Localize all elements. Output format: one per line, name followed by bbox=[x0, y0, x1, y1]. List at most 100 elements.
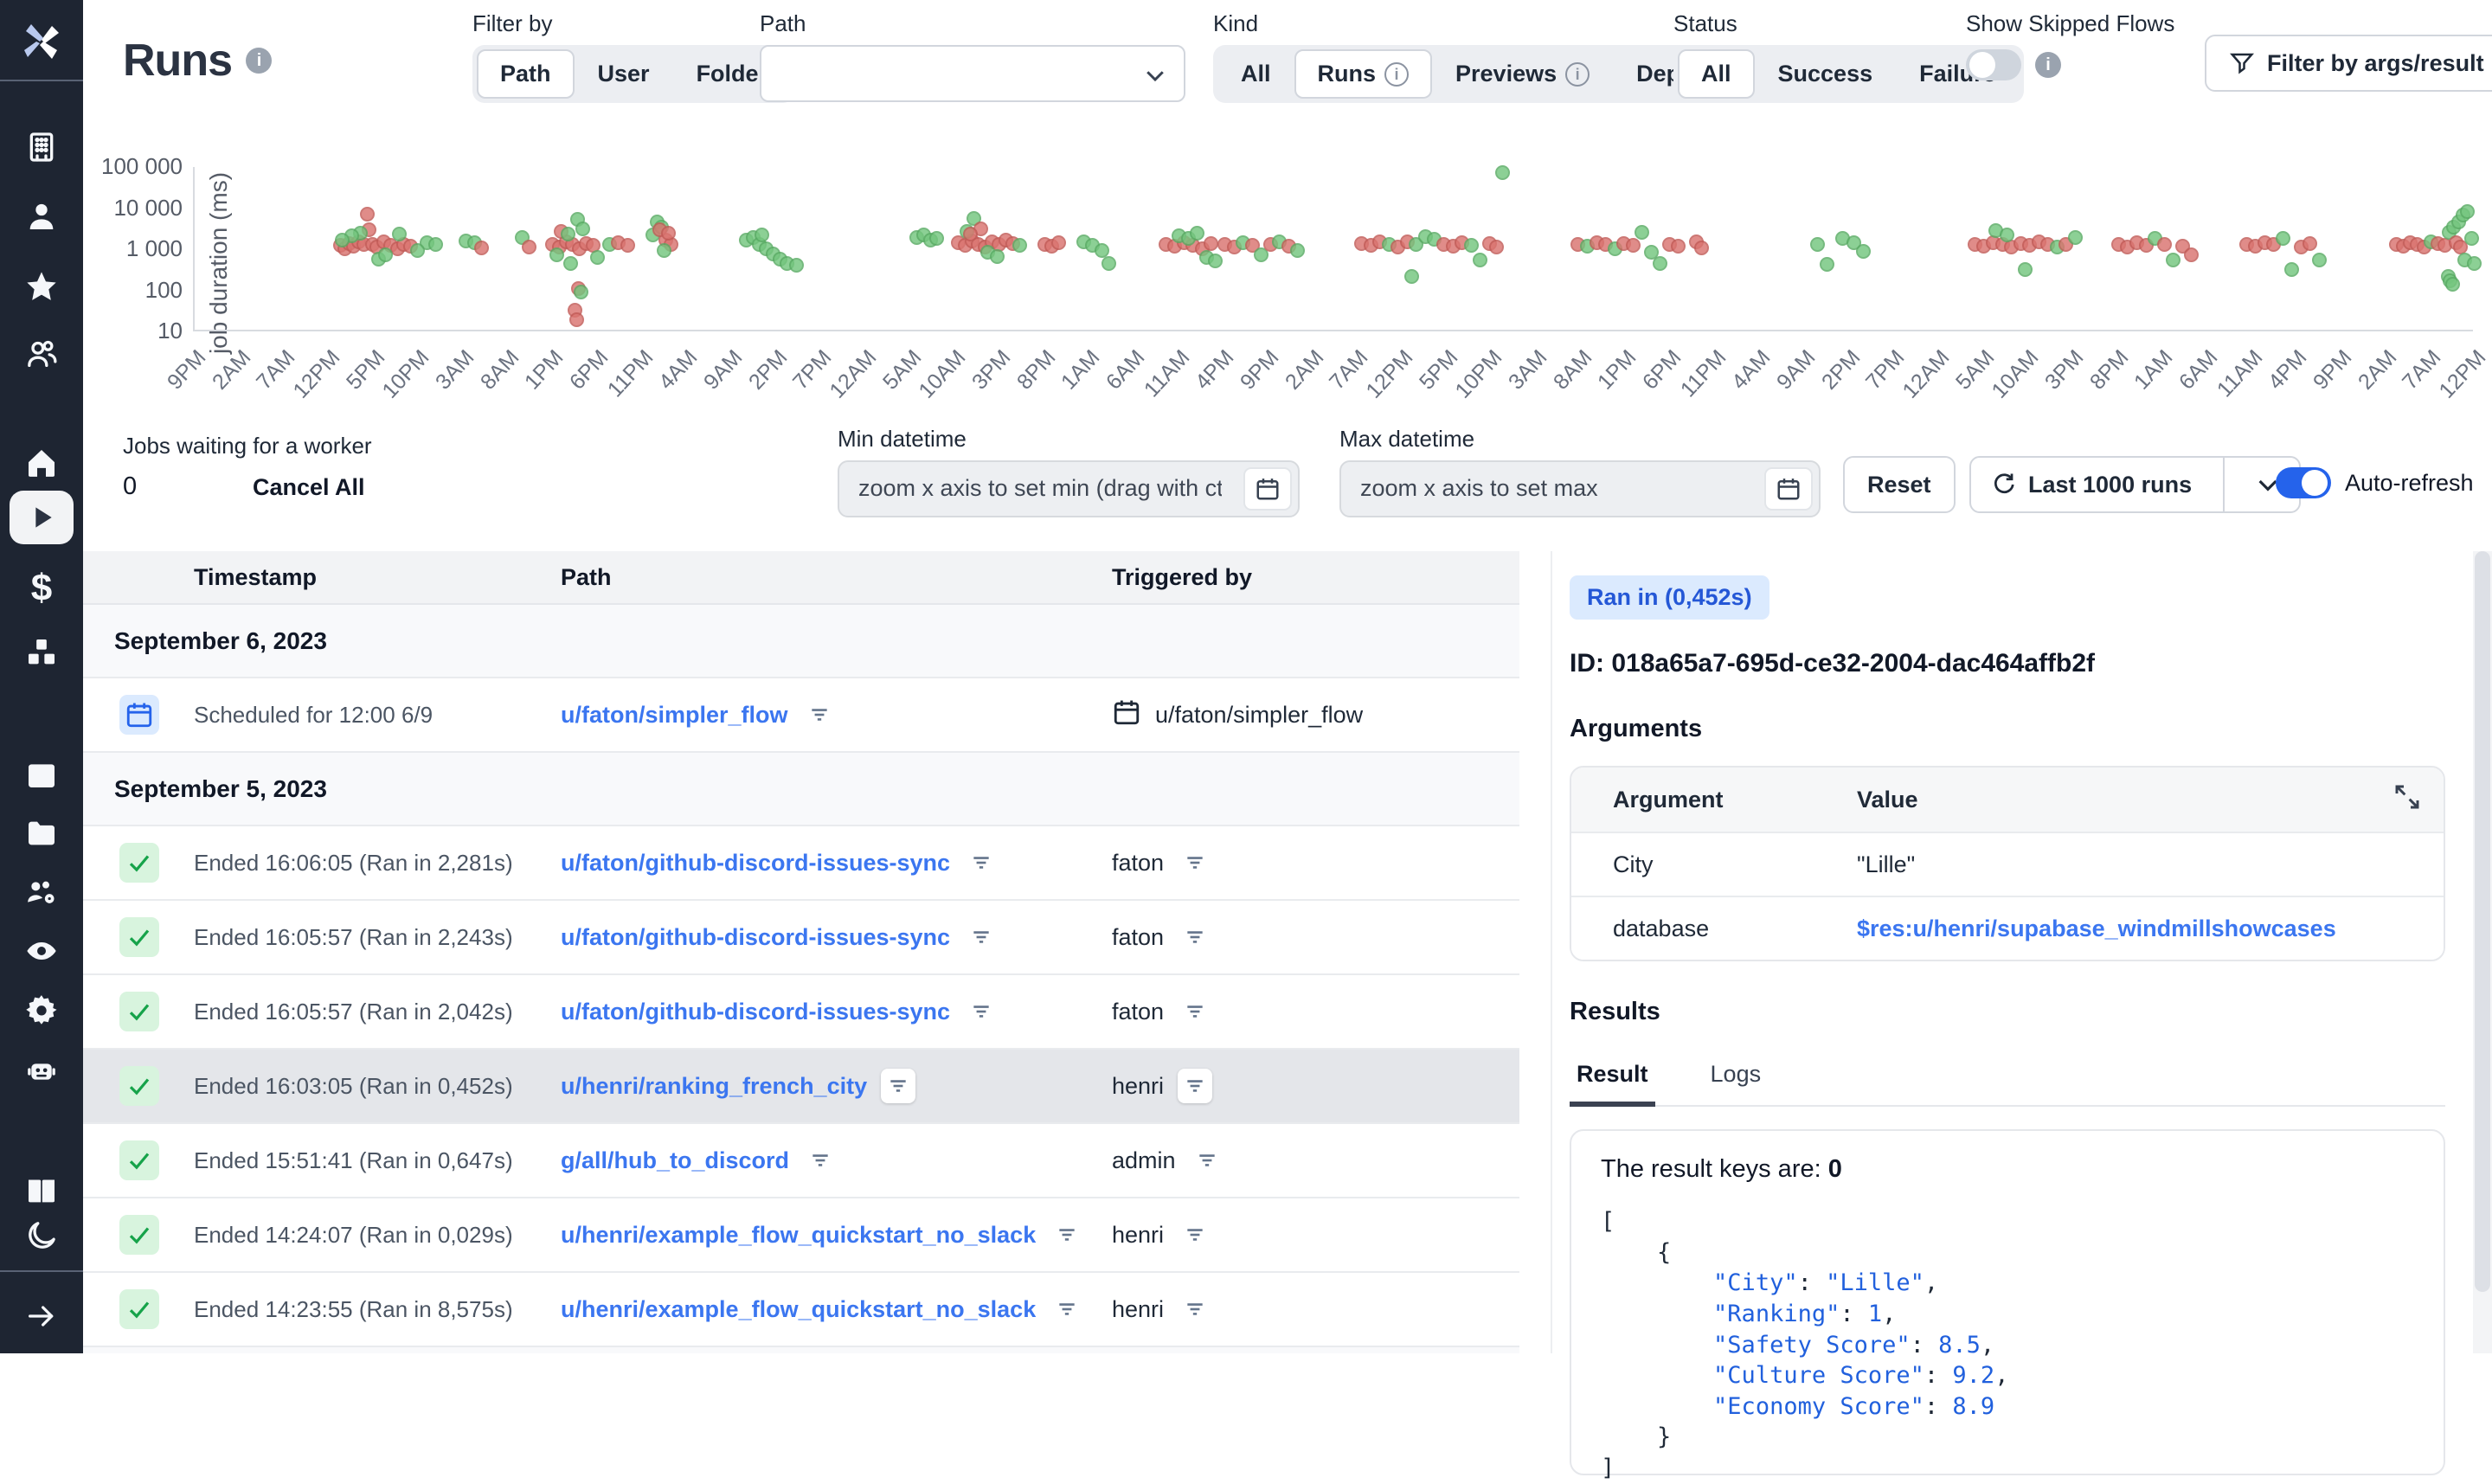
max-datetime-input[interactable]: zoom x axis to set max bbox=[1339, 460, 1821, 517]
run-path-link[interactable]: u/henri/ranking_french_city bbox=[561, 1072, 868, 1099]
run-path-link[interactable]: u/faton/github-discord-issues-sync bbox=[561, 998, 951, 1025]
run-dot-success[interactable] bbox=[1404, 269, 1420, 285]
run-dot-failure[interactable] bbox=[522, 240, 537, 255]
calendar-picker-button[interactable] bbox=[1764, 467, 1813, 511]
run-dot-failure[interactable] bbox=[963, 226, 979, 241]
run-dot-success[interactable] bbox=[2464, 230, 2480, 246]
run-dot-success[interactable] bbox=[2166, 253, 2181, 268]
run-dot-success[interactable] bbox=[1643, 245, 1659, 260]
sidebar-item-expand-sidebar[interactable] bbox=[0, 1288, 83, 1344]
sidebar-item-settings[interactable] bbox=[0, 982, 83, 1038]
run-dot-success[interactable] bbox=[1012, 238, 1027, 254]
run-path-link[interactable]: u/faton/github-discord-issues-sync bbox=[561, 849, 951, 876]
filterby-option-folder[interactable]: Folder bbox=[696, 61, 768, 87]
sidebar-item-openai[interactable] bbox=[0, 1042, 83, 1097]
run-dot-success[interactable] bbox=[1290, 243, 1306, 259]
min-datetime-input[interactable]: zoom x axis to set min (drag with ctr bbox=[838, 460, 1300, 517]
sidebar-item-dark-mode[interactable] bbox=[0, 1208, 83, 1263]
runs-count-dropdown[interactable] bbox=[2237, 458, 2299, 511]
run-dot-success[interactable] bbox=[928, 231, 944, 247]
run-dot-success[interactable] bbox=[2444, 276, 2460, 292]
filter-by-user-button[interactable] bbox=[1178, 1292, 1212, 1327]
reset-button[interactable]: Reset bbox=[1843, 456, 1956, 513]
sidebar-item-groups[interactable] bbox=[0, 326, 83, 382]
run-dot-success[interactable] bbox=[1635, 225, 1650, 241]
run-dot-failure[interactable] bbox=[1671, 239, 1686, 254]
run-dot-success[interactable] bbox=[2275, 230, 2290, 246]
run-dot-success[interactable] bbox=[1094, 242, 1109, 258]
run-dot-failure[interactable] bbox=[360, 206, 376, 222]
run-row[interactable]: Ended 16:05:57 (Ran in 2,042s) u/faton/g… bbox=[83, 975, 1519, 1050]
run-dot-success[interactable] bbox=[1819, 256, 1834, 272]
run-dot-success[interactable] bbox=[989, 248, 1005, 264]
run-dot-failure[interactable] bbox=[620, 238, 635, 254]
run-dot-success[interactable] bbox=[1208, 254, 1224, 269]
path-select[interactable] bbox=[760, 45, 1185, 102]
kind-option-runs[interactable]: Runs i bbox=[1294, 49, 1433, 99]
sidebar-item-docs[interactable] bbox=[0, 1163, 83, 1218]
run-dot-success[interactable] bbox=[335, 233, 350, 248]
show-skipped-toggle[interactable] bbox=[1966, 49, 2021, 80]
filter-by-path-button[interactable] bbox=[964, 994, 999, 1029]
run-dot-success[interactable] bbox=[1810, 237, 1826, 253]
sidebar-item-workspace[interactable] bbox=[0, 119, 83, 175]
filterby-option-path[interactable]: Path bbox=[477, 49, 575, 99]
run-row[interactable]: Ended 16:06:05 (Ran in 2,281s) u/faton/g… bbox=[83, 826, 1519, 901]
sidebar-item-variables[interactable]: $ bbox=[0, 561, 83, 616]
run-dot-success[interactable] bbox=[410, 243, 426, 259]
run-path-link[interactable]: u/henri/example_flow_quickstart_no_slack bbox=[561, 1221, 1037, 1248]
sidebar-item-favorites[interactable] bbox=[0, 259, 83, 314]
scrollbar[interactable] bbox=[2473, 551, 2492, 1353]
run-dot-success[interactable] bbox=[2460, 203, 2476, 219]
scrollbar-thumb[interactable] bbox=[2475, 551, 2490, 1292]
run-dot-success[interactable] bbox=[755, 227, 770, 242]
run-dot-success[interactable] bbox=[1653, 256, 1668, 272]
plot-area[interactable] bbox=[193, 165, 2482, 331]
run-dot-failure[interactable] bbox=[1050, 235, 1066, 251]
run-path-link[interactable]: u/henri/example_flow_quickstart_no_slack bbox=[561, 1295, 1037, 1322]
run-dot-success[interactable] bbox=[1855, 244, 1871, 260]
cancel-all-button[interactable]: Cancel All bbox=[253, 474, 365, 500]
run-dot-success[interactable] bbox=[378, 247, 394, 262]
filter-by-path-button[interactable] bbox=[1050, 1292, 1084, 1327]
run-dot-success[interactable] bbox=[573, 285, 588, 300]
run-dot-success[interactable] bbox=[788, 258, 804, 273]
sidebar-item-resources[interactable] bbox=[0, 625, 83, 680]
run-dot-success[interactable] bbox=[575, 222, 591, 237]
calendar-picker-button[interactable] bbox=[1243, 467, 1292, 511]
filter-by-path-button[interactable] bbox=[964, 845, 999, 880]
filterby-option-user[interactable]: User bbox=[597, 61, 650, 87]
run-dot-success[interactable] bbox=[392, 226, 408, 241]
run-dot-success[interactable] bbox=[2067, 229, 2083, 245]
run-row[interactable]: Scheduled for 12:00 6/9 u/faton/simpler_… bbox=[83, 678, 1519, 753]
run-path-link[interactable]: g/all/hub_to_discord bbox=[561, 1147, 790, 1173]
tab-logs[interactable]: Logs bbox=[1710, 1061, 1762, 1087]
run-dot-success[interactable] bbox=[1254, 247, 1269, 263]
filter-args-button[interactable]: Filter by args/result bbox=[2205, 35, 2492, 92]
filter-by-path-button[interactable] bbox=[1050, 1217, 1084, 1252]
run-dot-success[interactable] bbox=[1495, 165, 1511, 181]
run-dot-failure[interactable] bbox=[1488, 240, 1504, 255]
filter-by-path-button[interactable] bbox=[964, 920, 999, 954]
run-row[interactable]: Ended 15:51:41 (Ran in 0,647s) g/all/hub… bbox=[83, 1124, 1519, 1198]
filter-by-path-button[interactable] bbox=[881, 1069, 916, 1103]
run-row[interactable]: Ended 14:24:07 (Ran in 0,029s) u/henri/e… bbox=[83, 1198, 1519, 1273]
status-option-success[interactable]: Success bbox=[1777, 61, 1873, 87]
sidebar-item-runs[interactable] bbox=[0, 490, 83, 545]
run-path-link[interactable]: u/faton/github-discord-issues-sync bbox=[561, 923, 951, 950]
run-dot-failure[interactable] bbox=[474, 240, 489, 255]
sidebar-item-workers[interactable] bbox=[0, 864, 83, 920]
run-dot-success[interactable] bbox=[1473, 253, 1488, 268]
run-dot-failure[interactable] bbox=[1693, 240, 1709, 255]
filter-by-path-button[interactable] bbox=[802, 697, 837, 732]
info-icon[interactable]: i bbox=[1384, 61, 1410, 87]
filter-by-user-button[interactable] bbox=[1178, 1069, 1213, 1103]
status-option-all[interactable]: All bbox=[1678, 49, 1755, 99]
expand-icon[interactable] bbox=[2393, 783, 2421, 811]
run-dot-success[interactable] bbox=[561, 226, 576, 241]
sidebar-item-user[interactable] bbox=[0, 189, 83, 244]
run-dot-failure[interactable] bbox=[2184, 247, 2200, 262]
sidebar-item-schedules[interactable] bbox=[0, 747, 83, 802]
run-dot-failure[interactable] bbox=[2156, 236, 2172, 252]
run-dot-success[interactable] bbox=[549, 247, 564, 263]
